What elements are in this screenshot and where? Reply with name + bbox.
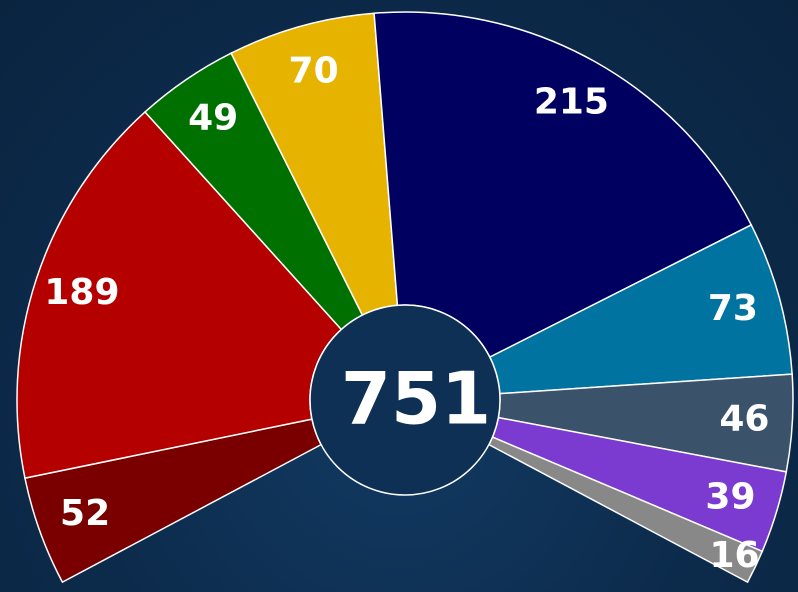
total-label: 751 <box>341 357 491 441</box>
center-circle <box>309 304 501 496</box>
segment-label: 52 <box>60 493 110 534</box>
segment-label: 73 <box>708 288 758 329</box>
segment-label: 189 <box>44 272 119 313</box>
segment-label: 70 <box>289 51 339 92</box>
segment-label: 46 <box>719 398 769 439</box>
segment-label: 39 <box>705 476 755 517</box>
segment-label: 215 <box>534 82 609 123</box>
segment-label: 49 <box>188 97 238 138</box>
segment-label: 16 <box>709 535 759 576</box>
